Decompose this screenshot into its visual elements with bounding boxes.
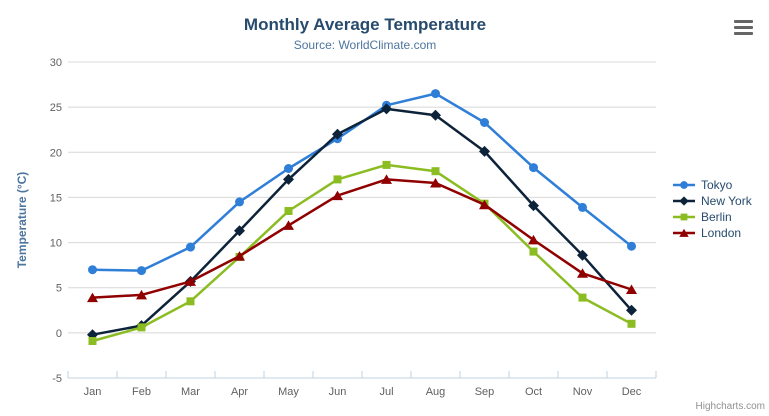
data-point-tokyo[interactable] — [529, 163, 538, 173]
y-axis-label: 20 — [50, 147, 62, 159]
data-point-new-york[interactable] — [283, 173, 294, 185]
data-point-new-york[interactable] — [528, 200, 539, 212]
data-point-berlin[interactable] — [186, 297, 195, 306]
legend-symbol-diamond — [679, 196, 689, 206]
data-point-new-york[interactable] — [430, 109, 441, 121]
data-point-tokyo[interactable] — [578, 202, 587, 212]
legend-item-london[interactable]: London — [672, 225, 752, 241]
series-london — [87, 174, 637, 303]
data-point-tokyo[interactable] — [137, 266, 146, 276]
legend-item-new-york[interactable]: New York — [672, 193, 752, 209]
series-tokyo — [88, 89, 636, 276]
data-point-berlin[interactable] — [529, 247, 538, 256]
data-point-berlin[interactable] — [578, 293, 587, 302]
legend-symbol-triangle — [679, 228, 689, 237]
legend-label: London — [701, 226, 742, 240]
x-axis-label: Feb — [132, 386, 151, 398]
hamburger-icon — [734, 20, 753, 23]
legend-symbol-circle — [680, 181, 688, 189]
data-point-london[interactable] — [479, 199, 490, 210]
y-axis-label: 0 — [56, 328, 62, 340]
data-point-tokyo[interactable] — [627, 241, 636, 251]
data-point-new-york[interactable] — [234, 225, 245, 237]
data-point-berlin[interactable] — [137, 323, 146, 332]
legend-symbol-square — [680, 213, 688, 221]
data-point-london[interactable] — [136, 289, 147, 300]
data-point-tokyo[interactable] — [235, 197, 244, 207]
context-menu-button[interactable] — [734, 20, 753, 35]
triangle-legend-icon — [673, 228, 695, 237]
data-point-tokyo[interactable] — [284, 164, 293, 173]
data-point-berlin[interactable] — [627, 319, 636, 328]
legend: Tokyo New York Berlin London — [672, 177, 752, 241]
x-axis-label: Apr — [231, 386, 248, 398]
chart-subtitle: Source: WorldClimate.com — [293, 38, 437, 52]
y-axis-label: 15 — [50, 192, 62, 204]
x-axis-label: May — [278, 386, 299, 398]
x-axis-label: Jan — [84, 386, 102, 398]
y-axis-label: 30 — [50, 57, 62, 69]
hamburger-icon — [734, 32, 753, 35]
data-point-new-york[interactable] — [332, 128, 343, 140]
x-axis-label: Nov — [573, 386, 593, 398]
hamburger-icon — [734, 26, 753, 29]
data-point-london[interactable] — [234, 251, 245, 261]
y-axis-label: -5 — [52, 373, 62, 385]
series-berlin — [88, 160, 636, 345]
x-axis-label: Oct — [525, 386, 542, 398]
y-axis-title: Temperature (°C) — [15, 171, 29, 269]
data-point-tokyo[interactable] — [186, 242, 195, 252]
data-point-london[interactable] — [381, 174, 392, 184]
data-point-london[interactable] — [185, 276, 196, 286]
legend-label: Tokyo — [701, 178, 733, 192]
legend-item-berlin[interactable]: Berlin — [672, 209, 752, 225]
data-point-london[interactable] — [283, 220, 294, 230]
data-point-berlin[interactable] — [431, 167, 440, 176]
data-point-berlin[interactable] — [284, 207, 293, 215]
chart-title: Monthly Average Temperature — [243, 15, 487, 34]
y-axis-label: 5 — [56, 283, 62, 295]
data-point-new-york[interactable] — [479, 145, 490, 157]
x-axis-label: Sep — [475, 386, 495, 398]
data-point-london[interactable] — [87, 292, 98, 303]
series-line-new-york[interactable] — [91, 107, 633, 336]
y-axis-label: 25 — [50, 102, 62, 114]
data-point-london[interactable] — [626, 284, 637, 295]
data-point-london[interactable] — [577, 268, 588, 278]
x-axis-label: Jun — [329, 386, 347, 398]
data-point-new-york[interactable] — [626, 304, 637, 316]
square-legend-icon — [673, 213, 695, 221]
x-axis-label: Jul — [379, 386, 393, 398]
data-point-berlin[interactable] — [382, 160, 391, 169]
legend-item-tokyo[interactable]: Tokyo — [672, 177, 752, 193]
x-axis-label: Mar — [181, 386, 200, 398]
diamond-legend-icon — [673, 196, 695, 206]
data-point-new-york[interactable] — [577, 249, 588, 261]
data-point-tokyo[interactable] — [431, 89, 440, 99]
legend-label: New York — [701, 194, 752, 208]
y-axis-label: 10 — [50, 238, 62, 250]
legend-label: Berlin — [701, 210, 732, 224]
data-point-new-york[interactable] — [381, 103, 392, 115]
circle-legend-icon — [673, 181, 695, 189]
data-point-london[interactable] — [332, 190, 343, 201]
series-new-york — [87, 103, 637, 341]
data-point-berlin[interactable] — [333, 175, 342, 184]
data-point-london[interactable] — [430, 178, 441, 188]
data-point-london[interactable] — [528, 234, 539, 245]
credits-link[interactable]: Highcharts.com — [695, 401, 765, 412]
series-line-london[interactable] — [91, 178, 633, 299]
x-axis-label: Dec — [622, 386, 642, 398]
data-point-tokyo[interactable] — [480, 118, 489, 127]
data-point-tokyo[interactable] — [88, 265, 97, 275]
series-line-berlin[interactable] — [91, 163, 633, 343]
x-axis-label: Aug — [426, 386, 446, 398]
data-point-berlin[interactable] — [88, 337, 97, 345]
